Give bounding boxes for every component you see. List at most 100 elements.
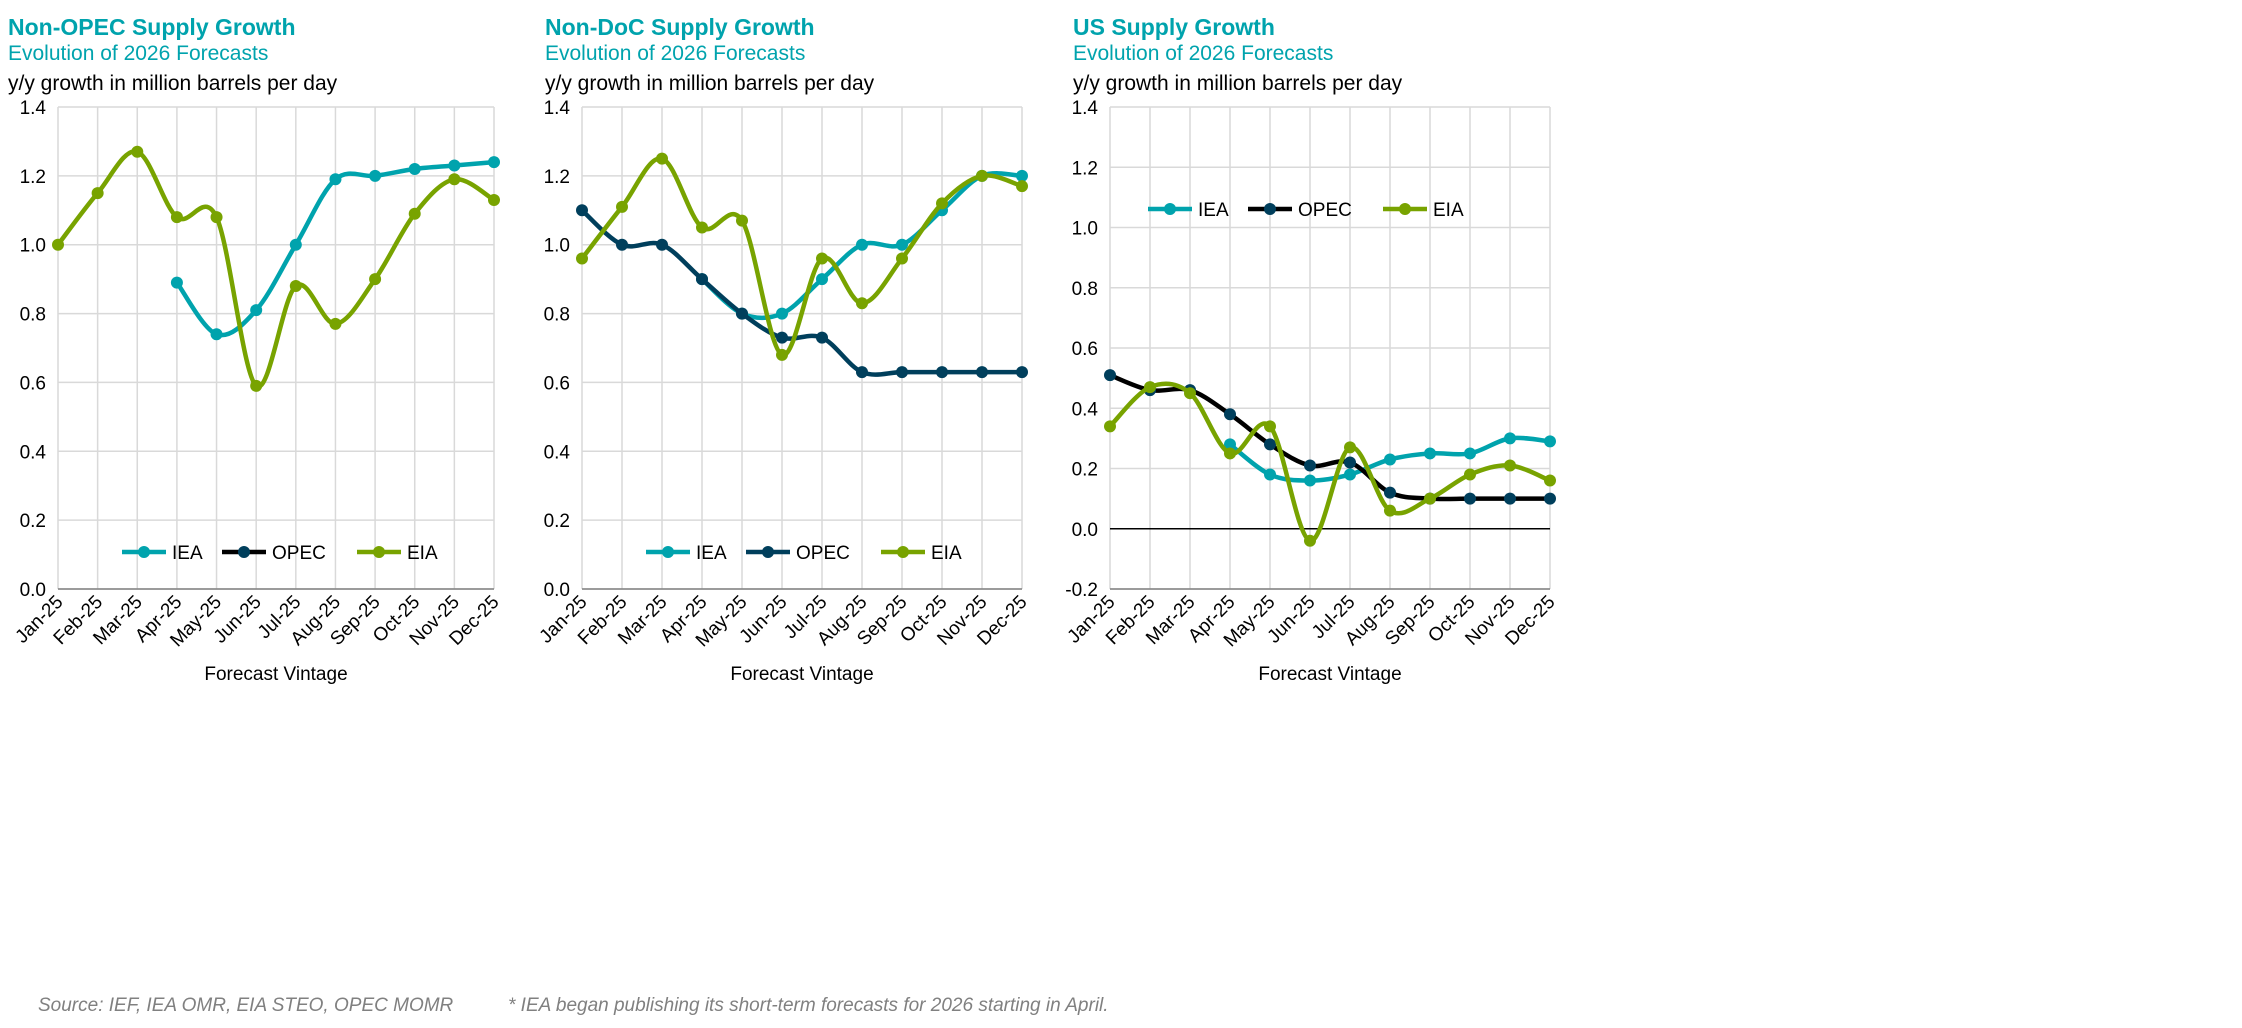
legend-label: EIA — [1433, 200, 1464, 221]
data-point-eia — [736, 214, 748, 227]
legend-item-opec: OPEC — [746, 543, 850, 564]
data-point-opec — [696, 273, 708, 286]
data-point-iea — [1344, 468, 1356, 481]
data-point-iea — [856, 238, 868, 251]
y-tick-label: 1.2 — [544, 167, 570, 188]
data-point-eia — [1304, 534, 1316, 547]
legend-label: OPEC — [1298, 200, 1352, 221]
data-point-eia — [616, 200, 628, 213]
legend-item-eia: EIA — [1383, 200, 1464, 221]
data-point-opec — [1344, 456, 1356, 469]
chart-2: -0.20.00.20.40.60.81.01.21.4Jan-25Feb-25… — [1064, 98, 1560, 685]
y-tick-label: 0.6 — [544, 373, 570, 394]
data-point-opec — [776, 331, 788, 344]
y-tick-label: 0.8 — [20, 305, 46, 326]
data-point-eia — [1016, 180, 1028, 193]
legend-item-iea: IEA — [122, 543, 203, 564]
data-point-eia — [1544, 474, 1556, 487]
data-point-eia — [1344, 441, 1356, 454]
data-point-opec — [1016, 366, 1028, 379]
y-tick-label: 0.4 — [1072, 399, 1099, 420]
data-point-eia — [488, 193, 500, 206]
y-tick-label: 1.4 — [20, 98, 47, 119]
data-point-opec — [856, 366, 868, 379]
chart-non-opec: Non-OPEC Supply Growth Evolution of 2026… — [8, 0, 568, 960]
data-point-iea — [1464, 447, 1476, 460]
y-tick-label: 1.2 — [1072, 158, 1098, 179]
data-point-eia — [1144, 381, 1156, 394]
data-point-opec — [976, 366, 988, 379]
data-point-eia — [329, 317, 342, 330]
data-point-opec — [816, 331, 828, 344]
y-axis-label: y/y growth in million barrels per day — [1073, 72, 1403, 95]
data-point-eia — [1264, 420, 1276, 433]
data-point-eia — [448, 173, 461, 186]
legend-label: IEA — [696, 543, 727, 564]
data-point-eia — [170, 211, 183, 224]
data-point-eia — [936, 197, 948, 210]
data-point-opec — [1304, 459, 1316, 472]
chart-0: 0.00.20.40.60.81.01.21.4Jan-25Feb-25Mar-… — [12, 98, 504, 685]
data-point-iea — [448, 159, 461, 172]
legend-item-opec: OPEC — [222, 543, 326, 564]
data-point-eia — [369, 273, 382, 286]
legend-marker — [1164, 203, 1176, 215]
data-point-opec — [1464, 492, 1476, 505]
source-note: Source: IEF, IEA OMR, EIA STEO, OPEC MOM… — [38, 995, 454, 1016]
legend-marker — [662, 546, 674, 558]
data-point-opec — [736, 307, 748, 320]
data-point-eia — [1184, 387, 1196, 400]
y-axis-label: y/y growth in million barrels per day — [8, 72, 338, 95]
data-point-eia — [896, 252, 908, 265]
legend-marker — [373, 546, 385, 558]
x-axis-title: Forecast Vintage — [1258, 664, 1401, 685]
chart-1: 0.00.20.40.60.81.01.21.4Jan-25Feb-25Mar-… — [536, 98, 1032, 685]
data-point-eia — [52, 238, 64, 251]
y-tick-label: 0.4 — [20, 442, 47, 463]
legend-label: OPEC — [796, 543, 850, 564]
data-point-eia — [1384, 504, 1396, 517]
data-point-iea — [776, 307, 788, 320]
legend-item-iea: IEA — [646, 543, 727, 564]
y-tick-label: 0.4 — [544, 442, 571, 463]
chart-title: US Supply Growth — [1073, 14, 1275, 40]
data-point-opec — [1504, 492, 1516, 505]
legend-marker — [238, 546, 250, 558]
data-point-iea — [1016, 169, 1028, 182]
chart-title: Non-OPEC Supply Growth — [8, 14, 296, 40]
legend-label: IEA — [1198, 200, 1229, 221]
y-tick-label: 0.6 — [20, 373, 46, 394]
data-point-iea — [1424, 447, 1436, 460]
chart-subtitle: Evolution of 2026 Forecasts — [1073, 42, 1334, 65]
data-point-opec — [1544, 492, 1556, 505]
data-point-iea — [329, 173, 342, 186]
series-line-eia — [56, 149, 496, 389]
data-point-iea — [369, 169, 382, 182]
data-point-eia — [1464, 468, 1476, 481]
legend-marker — [138, 546, 150, 558]
data-point-eia — [1104, 420, 1116, 433]
legend-marker — [1264, 203, 1276, 215]
chart-title: Non-DoC Supply Growth — [545, 14, 815, 40]
legend-item-iea: IEA — [1148, 200, 1229, 221]
data-point-opec — [656, 238, 668, 251]
y-tick-label: 0.6 — [1072, 339, 1098, 360]
chart-non-doc: Non-DoC Supply Growth Evolution of 2026 … — [545, 0, 1105, 960]
y-tick-label: 1.0 — [544, 236, 570, 257]
y-tick-label: 0.8 — [1072, 279, 1098, 300]
y-tick-label: 0.2 — [544, 511, 570, 532]
data-point-opec — [1104, 369, 1116, 382]
data-point-eia — [696, 221, 708, 234]
data-point-iea — [1544, 435, 1556, 448]
data-point-iea — [1264, 468, 1276, 481]
y-tick-label: 1.0 — [20, 236, 46, 257]
data-point-iea — [250, 304, 263, 317]
y-tick-label: 0.8 — [544, 305, 570, 326]
data-point-opec — [1224, 408, 1236, 421]
data-point-eia — [408, 207, 421, 220]
y-tick-label: 0.2 — [1072, 460, 1098, 481]
data-point-eia — [1224, 447, 1236, 460]
y-tick-label: 1.4 — [1072, 98, 1099, 119]
data-point-eia — [289, 280, 302, 293]
